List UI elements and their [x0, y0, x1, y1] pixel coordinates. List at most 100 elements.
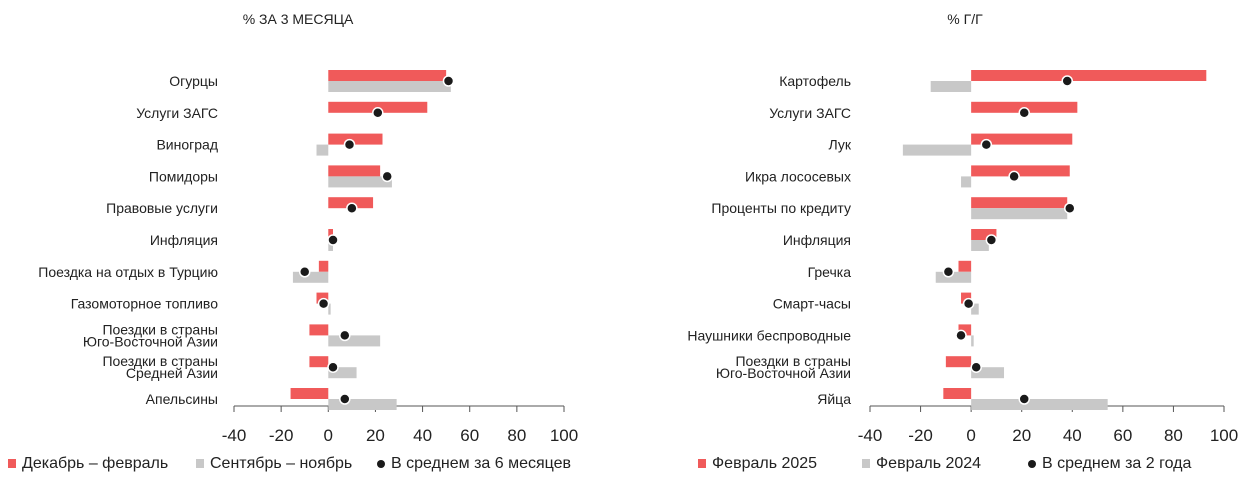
bar-series-1 [958, 324, 972, 336]
bar-series-1 [318, 260, 329, 272]
x-tick-label: 100 [1210, 426, 1238, 445]
category-label: Яйца [817, 391, 851, 407]
bar-series-1 [971, 229, 997, 240]
bar-series-2 [328, 303, 331, 315]
avg-marker [317, 297, 330, 310]
bar-series-1 [971, 197, 1068, 209]
avg-marker [1008, 170, 1020, 183]
category-label: Икра лососевых [745, 168, 851, 184]
category-label: Поездка на отдых в Турцию [38, 264, 218, 280]
chart-title: % Г/Г [947, 11, 983, 27]
category-label: Гречка [808, 264, 852, 280]
category-label: Газомоторное топливо [71, 296, 218, 312]
bar-series-1 [328, 70, 447, 81]
category-label: Наушники беспроводные [687, 327, 851, 343]
bar-series-1 [290, 388, 329, 399]
x-tick-label: 0 [966, 426, 975, 445]
chart-3-months: % ЗА 3 МЕСЯЦА -40 -20 0 20 40 60 80 100 Огурцы Усл… [8, 11, 578, 472]
category-label: Апельсины [146, 391, 218, 407]
legend-label: Февраль 2024 [876, 455, 981, 472]
x-tick-label: -40 [858, 426, 883, 445]
bar-series-2 [316, 144, 329, 156]
category-label-line: Поездки в страны [102, 353, 218, 369]
x-tick-label: 60 [1113, 426, 1132, 445]
category-label-line: Юго-Восточной Азии [83, 333, 218, 349]
category-label: Услуги ЗАГС [769, 105, 851, 121]
legend-label: Февраль 2025 [712, 455, 817, 472]
avg-marker [298, 266, 311, 278]
legend-swatch [698, 459, 706, 468]
bar-series-2 [971, 240, 989, 251]
bar-series-1 [328, 165, 381, 177]
chart-title: % ЗА 3 МЕСЯЦА [243, 11, 354, 27]
avg-marker [962, 297, 975, 310]
bar-series-1 [971, 165, 1070, 177]
avg-marker [372, 107, 384, 119]
category-label: Инфляция [150, 232, 218, 248]
avg-marker [327, 234, 339, 246]
avg-marker [442, 75, 455, 87]
category-label: Поездки в страны Средней Азии [102, 353, 218, 381]
avg-marker [1064, 202, 1076, 214]
avg-marker [955, 329, 967, 342]
avg-marker [980, 138, 993, 151]
bar-series-2 [328, 399, 397, 410]
legend-swatch [862, 459, 870, 468]
bar-series-2 [930, 81, 972, 92]
bar-series-2 [292, 271, 329, 283]
bar-series-1 [943, 388, 972, 399]
bar-series-2 [328, 81, 451, 92]
category-label: Помидоры [149, 168, 218, 184]
avg-marker [327, 361, 339, 373]
legend-marker [377, 460, 385, 468]
bar-series-2 [902, 144, 972, 156]
legend-label: Сентябрь – ноябрь [210, 455, 352, 472]
x-tick-label: 40 [413, 426, 432, 445]
category-label: Поездки в страны Юго-Восточной Азии [716, 353, 851, 381]
bar-series-2 [971, 303, 979, 315]
category-label: Проценты по кредиту [711, 200, 851, 216]
bar-series-2 [971, 367, 1005, 379]
x-tick-label: 0 [324, 426, 333, 445]
bar-series-1 [945, 356, 972, 368]
category-label-line: Поездки в страны [735, 353, 851, 369]
x-tick-label: 80 [507, 426, 526, 445]
legend-label: Декабрь – февраль [22, 455, 168, 472]
bar-series-1 [961, 292, 972, 304]
avg-marker [970, 361, 982, 373]
category-label: Картофель [779, 73, 851, 89]
legend-label: В среднем за 6 месяцев [391, 455, 571, 472]
category-label: Смарт-часы [773, 296, 851, 312]
category-label: Виноград [156, 137, 218, 153]
bar-series-2 [971, 335, 974, 347]
x-tick-label: -40 [222, 426, 247, 445]
category-label-line: Поездки в страны [102, 321, 218, 337]
bar-series-2 [971, 208, 1068, 220]
bar-series-1 [328, 133, 383, 145]
bar-series-2 [961, 176, 972, 188]
category-label: Инфляция [783, 232, 851, 248]
bar-series-2 [328, 335, 381, 347]
legend-swatch [196, 459, 204, 468]
x-tick-label: 60 [460, 426, 479, 445]
category-label: Правовые услуги [106, 200, 218, 216]
x-tick-label: 20 [366, 426, 385, 445]
avg-marker [381, 170, 393, 183]
avg-marker [343, 138, 356, 151]
category-label-line: Юго-Восточной Азии [716, 365, 851, 381]
avg-marker [346, 202, 358, 214]
x-tick-label: 80 [1164, 426, 1183, 445]
bar-series-1 [958, 260, 972, 272]
legend-label: В среднем за 2 года [1042, 455, 1191, 472]
avg-marker [1061, 75, 1073, 87]
bar-series-1 [971, 133, 1073, 145]
avg-marker [339, 393, 351, 405]
category-label-line: Средней Азии [126, 365, 218, 381]
x-tick-label: 40 [1063, 426, 1082, 445]
category-label: Услуги ЗАГС [136, 105, 218, 121]
bar-series-1 [971, 70, 1207, 81]
x-tick-label: 100 [550, 426, 578, 445]
avg-marker [339, 329, 351, 342]
legend-swatch [8, 459, 16, 468]
